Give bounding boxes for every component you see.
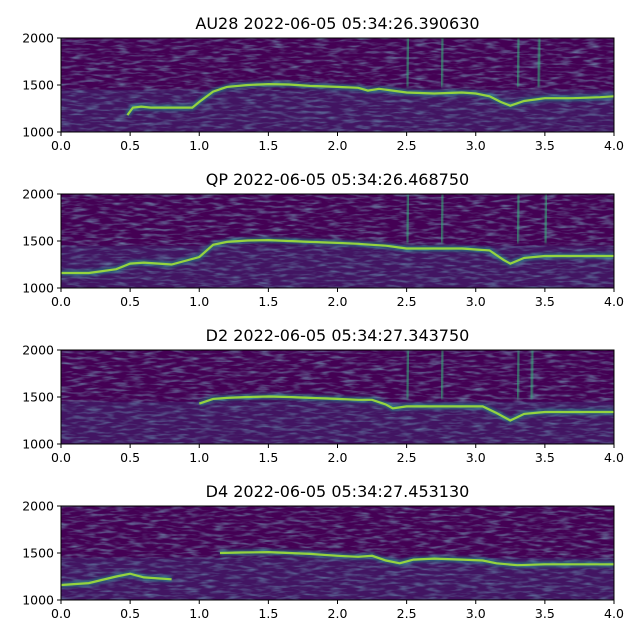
x-tick-label: 0.0 — [51, 450, 71, 465]
panel-title: QP 2022-06-05 05:34:26.468750 — [206, 170, 469, 189]
frequency-trace — [198, 395, 614, 422]
frequency-trace — [219, 550, 614, 567]
x-tick-label: 0.5 — [120, 606, 140, 621]
x-tick-label: 1.5 — [258, 450, 278, 465]
broadband-streak — [515, 350, 521, 399]
x-tick-label: 0.5 — [120, 450, 140, 465]
x-tick-label: 2.5 — [397, 450, 417, 465]
x-tick-label: 3.5 — [535, 606, 555, 621]
frequency-trace — [61, 572, 172, 587]
x-tick-label: 0.5 — [120, 138, 140, 153]
panel-title: D4 2022-06-05 05:34:27.453130 — [206, 482, 470, 501]
x-tick-label: 1.5 — [258, 294, 278, 309]
x-tick-label: 1.0 — [189, 606, 209, 621]
spectrogram-panel: QP 2022-06-05 05:34:26.468750 0.0 0.5 1.0 1.… — [22, 170, 624, 309]
x-tick-label: 3.0 — [466, 294, 486, 309]
x-tick-label: 3.0 — [466, 606, 486, 621]
frequency-trace — [126, 82, 614, 116]
x-tick-label: 2.0 — [328, 138, 348, 153]
low-band-energy — [61, 401, 614, 444]
broadband-streak — [439, 38, 445, 87]
y-tick-label: 2000 — [22, 187, 54, 202]
x-tick-label: 4.0 — [604, 138, 624, 153]
x-tick-label: 1.0 — [189, 138, 209, 153]
x-tick-label: 3.0 — [466, 138, 486, 153]
y-tick-label: 1000 — [22, 281, 54, 296]
broadband-streak — [439, 194, 445, 243]
x-tick-label: 3.5 — [535, 294, 555, 309]
x-tick-label: 2.0 — [328, 606, 348, 621]
y-tick-label: 2000 — [22, 31, 54, 46]
y-tick-label: 1000 — [22, 593, 54, 608]
x-tick-label: 1.5 — [258, 606, 278, 621]
x-tick-label: 2.0 — [328, 450, 348, 465]
broadband-streak — [515, 38, 521, 87]
spectrogram-panel: D4 2022-06-05 05:34:27.453130 0.0 0.5 1.0 1.… — [22, 482, 624, 621]
x-tick-label: 3.5 — [535, 138, 555, 153]
y-tick-label: 1500 — [22, 234, 54, 249]
x-tick-label: 2.5 — [397, 294, 417, 309]
spectrogram-panel: D2 2022-06-05 05:34:27.343750 0.0 0.5 1.0 1.… — [22, 326, 624, 465]
x-tick-label: 1.0 — [189, 294, 209, 309]
broadband-streak — [405, 350, 411, 399]
panel-title: AU28 2022-06-05 05:34:26.390630 — [195, 14, 479, 33]
x-tick-label: 1.5 — [258, 138, 278, 153]
x-tick-label: 0.0 — [51, 138, 71, 153]
panel-title: D2 2022-06-05 05:34:27.343750 — [206, 326, 470, 345]
broadband-streak — [536, 38, 542, 87]
x-tick-label: 0.0 — [51, 606, 71, 621]
x-tick-label: 2.5 — [397, 606, 417, 621]
x-tick-label: 3.5 — [535, 450, 555, 465]
x-tick-label: 2.0 — [328, 294, 348, 309]
broadband-streak — [543, 194, 549, 243]
broadband-streak — [439, 350, 445, 399]
x-tick-label: 4.0 — [604, 450, 624, 465]
frequency-trace — [61, 238, 614, 275]
x-tick-label: 2.5 — [397, 138, 417, 153]
broadband-streak — [405, 194, 411, 243]
x-tick-label: 4.0 — [604, 606, 624, 621]
x-tick-label: 1.0 — [189, 450, 209, 465]
low-band-energy — [61, 245, 614, 288]
y-tick-label: 2000 — [22, 343, 54, 358]
y-tick-label: 2000 — [22, 499, 54, 514]
broadband-streak — [405, 38, 411, 87]
y-tick-label: 1500 — [22, 390, 54, 405]
spectrogram-panel: AU28 2022-06-05 05:34:26.390630 0.0 0.5 1.0… — [22, 14, 624, 153]
y-tick-label: 1000 — [22, 437, 54, 452]
x-tick-label: 4.0 — [604, 294, 624, 309]
broadband-streak — [515, 194, 521, 243]
y-tick-label: 1000 — [22, 125, 54, 140]
y-tick-label: 1500 — [22, 546, 54, 561]
low-band-energy — [61, 89, 614, 132]
x-tick-label: 0.5 — [120, 294, 140, 309]
x-tick-label: 0.0 — [51, 294, 71, 309]
broadband-streak — [529, 350, 535, 399]
x-tick-label: 3.0 — [466, 450, 486, 465]
y-tick-label: 1500 — [22, 78, 54, 93]
